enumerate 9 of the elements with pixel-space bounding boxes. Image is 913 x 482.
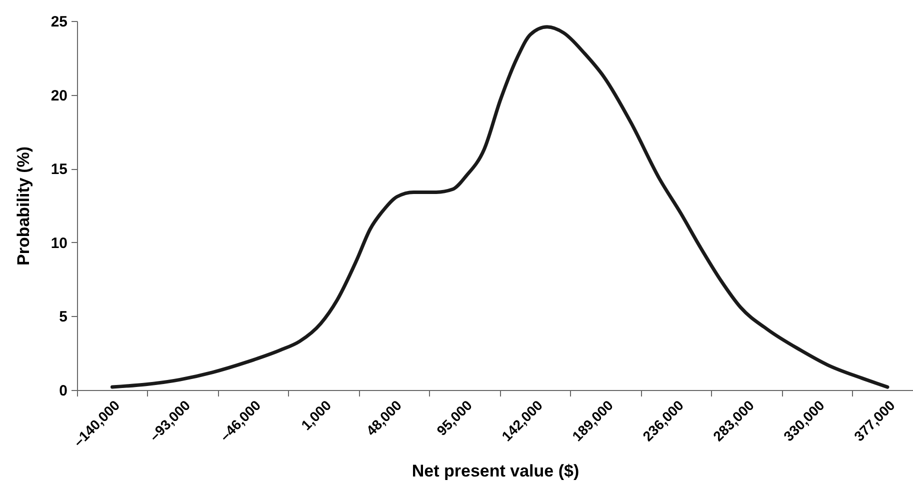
y-tick-label: 20 [50, 87, 68, 104]
y-tick-label: 15 [50, 161, 68, 178]
y-tick-label: 0 [59, 382, 68, 400]
y-tick-label: 25 [50, 14, 68, 30]
y-axis-title: Probability (%) [14, 146, 33, 266]
line-series [110, 25, 890, 389]
y-tick-label: 10 [50, 234, 68, 252]
x-axis-title: Net present value ($) [412, 462, 580, 481]
y-tick-label: 5 [59, 308, 68, 326]
